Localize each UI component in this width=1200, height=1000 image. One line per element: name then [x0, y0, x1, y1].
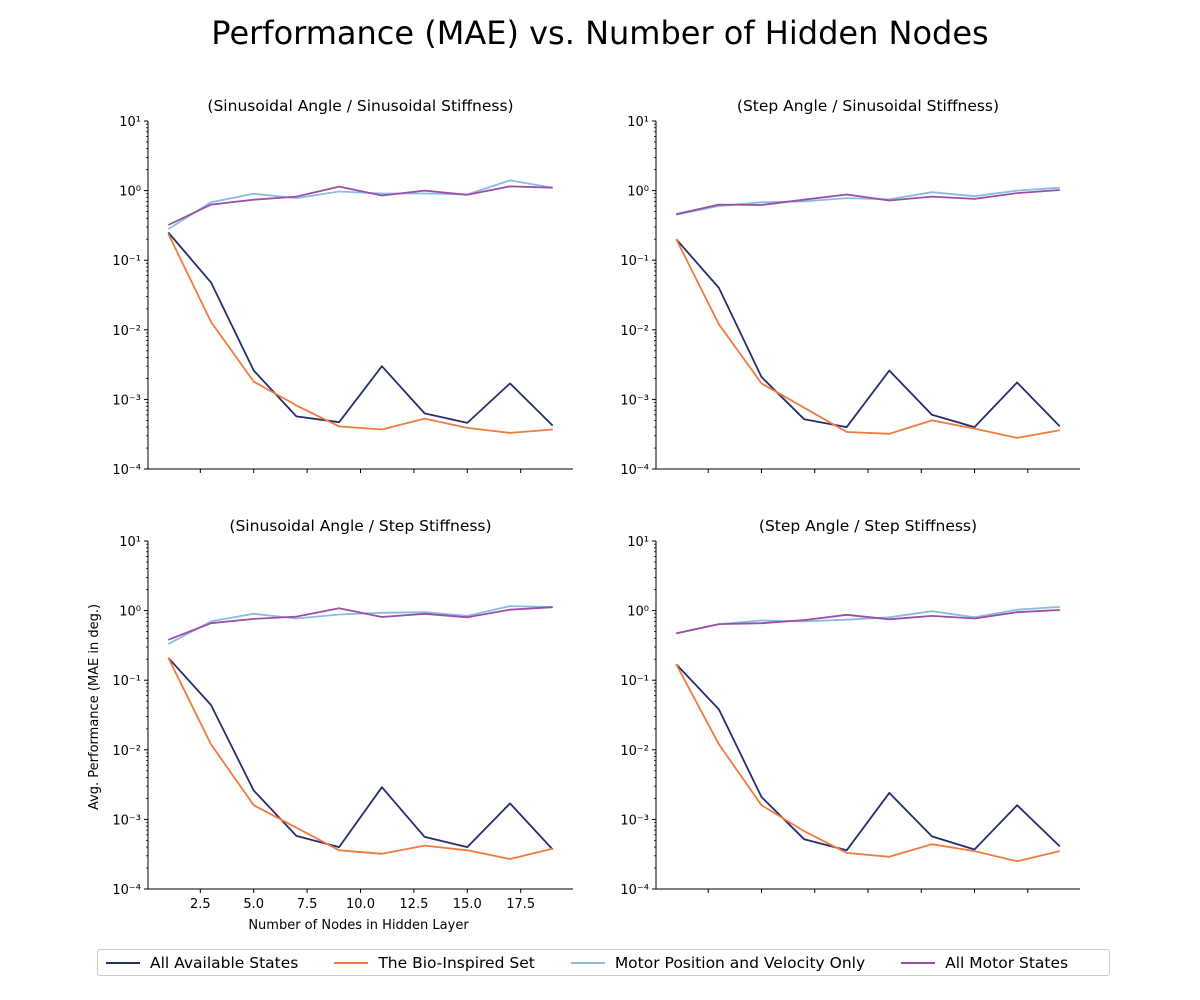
- series-line: [676, 186, 1060, 216]
- legend-item: The Bio-Inspired Set: [334, 953, 535, 972]
- y-tick-label: 10⁻⁴: [112, 463, 141, 478]
- series-line: [167, 605, 553, 645]
- series-line: [675, 663, 1061, 852]
- series-line: [167, 231, 554, 427]
- y-tick-label: 10⁻³: [112, 813, 141, 828]
- x-tick-label: 17.5: [506, 897, 535, 912]
- y-tick-label: 10⁻¹: [620, 674, 649, 689]
- x-tick-label: 12.5: [399, 897, 428, 912]
- legend-swatch: [901, 961, 936, 964]
- subplot: (Sinusoidal Angle / Step Stiffness) 10⁻⁴ 1…: [87, 517, 573, 933]
- y-tick-label: 10⁰: [119, 605, 141, 620]
- y-tick-label: 10⁻²: [620, 744, 649, 759]
- x-tick-label: 5.0: [243, 897, 264, 912]
- series-line: [675, 238, 1060, 439]
- series-line: [676, 609, 1060, 635]
- legend-swatch: [106, 961, 140, 964]
- y-tick-label: 10⁰: [119, 185, 141, 200]
- y-tick-label: 10⁻²: [112, 324, 141, 339]
- series-line: [675, 238, 1061, 429]
- subplot-title: (Sinusoidal Angle / Step Stiffness): [229, 517, 491, 535]
- y-axis-label: Avg. Performance (MAE in deg.): [87, 604, 102, 810]
- x-tick-label: 15.0: [453, 897, 482, 912]
- subplot: (Sinusoidal Angle / Sinusoidal Stiffness…: [112, 97, 573, 478]
- x-tick-label: 2.5: [190, 897, 211, 912]
- subplot: (Step Angle / Sinusoidal Stiffness) 10⁻⁴ 1…: [620, 97, 1080, 478]
- series-line: [167, 606, 553, 641]
- y-tick-label: 10⁻¹: [112, 254, 141, 269]
- y-tick-label: 10⁻¹: [112, 674, 141, 689]
- y-tick-label: 10¹: [627, 115, 649, 130]
- subplot-title: (Step Angle / Step Stiffness): [759, 517, 977, 535]
- series-line: [167, 185, 553, 226]
- subplot-title: (Step Angle / Sinusoidal Stiffness): [737, 97, 999, 115]
- y-tick-label: 10⁻¹: [620, 254, 649, 269]
- y-tick-label: 10⁻⁴: [620, 883, 649, 898]
- legend-item: All Available States: [106, 954, 298, 972]
- figure-title: Performance (MAE) vs. Number of Hidden N…: [211, 14, 989, 52]
- x-tick-label: 7.5: [297, 897, 318, 912]
- y-tick-label: 10⁻³: [620, 393, 649, 408]
- series-line: [676, 606, 1060, 635]
- y-tick-label: 10⁰: [627, 185, 649, 200]
- series-line: [167, 179, 553, 230]
- series-line: [676, 189, 1060, 215]
- x-tick-label: 10.0: [346, 897, 375, 912]
- y-tick-label: 10⁻⁴: [112, 883, 141, 898]
- y-tick-label: 10⁻⁴: [620, 463, 649, 478]
- y-tick-label: 10⁻³: [112, 393, 141, 408]
- series-line: [167, 657, 554, 851]
- legend-swatch: [570, 961, 605, 964]
- legend-swatch: [334, 961, 369, 964]
- y-tick-label: 10⁰: [627, 605, 649, 620]
- legend-label: All Motor States: [945, 953, 1069, 972]
- y-tick-label: 10⁻²: [620, 324, 649, 339]
- subplot-title: (Sinusoidal Angle / Sinusoidal Stiffness…: [207, 97, 513, 115]
- x-axis-label: Number of Nodes in Hidden Layer: [248, 918, 469, 933]
- series-line: [167, 657, 553, 860]
- legend: All Available States The Bio-Inspired Se…: [97, 949, 1110, 976]
- legend-item: All Motor States: [901, 954, 1068, 972]
- legend-label: The Bio-Inspired Set: [378, 953, 535, 972]
- y-tick-label: 10¹: [119, 535, 141, 550]
- legend-label: All Available States: [150, 953, 299, 972]
- legend-label: Motor Position and Velocity Only: [614, 953, 866, 972]
- y-tick-label: 10¹: [119, 115, 141, 130]
- series-line: [167, 233, 553, 434]
- y-tick-label: 10⁻²: [112, 744, 141, 759]
- y-tick-label: 10⁻³: [620, 813, 649, 828]
- y-tick-label: 10¹: [627, 535, 649, 550]
- series-line: [675, 663, 1061, 863]
- subplot: (Step Angle / Step Stiffness) 10⁻⁴ 10⁻³ 10⁻…: [620, 517, 1080, 898]
- legend-item: Motor Position and Velocity Only: [570, 953, 866, 972]
